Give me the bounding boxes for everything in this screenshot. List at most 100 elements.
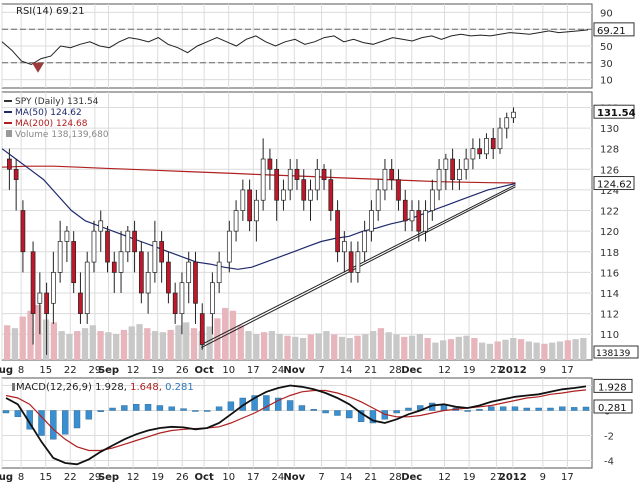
volume-badge xyxy=(593,345,639,359)
macd-tick-label: -2 xyxy=(604,432,614,443)
candle xyxy=(210,282,215,314)
x-tick-label: 21 xyxy=(364,472,377,483)
rsi-tick-label: 10 xyxy=(600,76,613,87)
volume-bar xyxy=(237,325,244,360)
macd-histogram-bar xyxy=(97,410,104,412)
x-tick-label: 12 xyxy=(438,472,451,483)
volume-bar xyxy=(517,339,525,360)
price-tick-label: 130 xyxy=(600,124,619,135)
candle xyxy=(13,168,19,180)
macd-histogram-bar xyxy=(156,405,164,411)
candle xyxy=(382,168,388,191)
macd-histogram-bar xyxy=(499,406,507,411)
candle xyxy=(64,230,70,242)
volume-bar xyxy=(260,332,268,360)
x-tick-label: 19 xyxy=(463,472,476,483)
candle xyxy=(484,138,489,155)
volume-bar xyxy=(572,339,579,360)
volume-bar xyxy=(424,338,431,360)
macd-histogram-bar xyxy=(393,410,400,414)
volume-bar xyxy=(432,342,439,360)
macd-histogram-bar xyxy=(192,410,199,412)
candle xyxy=(429,189,435,211)
volume-bar xyxy=(533,342,540,360)
volume-bar xyxy=(268,331,276,360)
price-tick-label: 110 xyxy=(600,330,619,341)
rsi-line xyxy=(1,29,589,66)
rsi-value-label: 69.21 xyxy=(597,26,626,37)
candle xyxy=(105,230,110,263)
macd-histogram-bar xyxy=(14,410,22,417)
volume-bar xyxy=(35,305,42,360)
candle xyxy=(71,241,77,284)
candle xyxy=(84,261,90,314)
volume-bar xyxy=(471,338,478,360)
candle xyxy=(470,148,476,160)
volume-bar xyxy=(307,334,314,360)
volume-bar xyxy=(354,335,361,360)
candle xyxy=(152,241,158,273)
macd-histogram-bar xyxy=(144,404,152,411)
x-tick-label: 22 xyxy=(64,365,77,376)
price-legend-item: SPY (Daily) 131.54 xyxy=(15,97,99,107)
price-tick-label: 126 xyxy=(600,165,619,176)
candle xyxy=(281,189,286,201)
candle xyxy=(348,251,354,273)
x-tick-label: Dec xyxy=(401,472,422,483)
x-tick-label: 24 xyxy=(272,365,285,376)
x-tick-label: 7 xyxy=(318,472,324,483)
macd-histogram-bar xyxy=(322,410,329,414)
x-tick-label: 19 xyxy=(151,472,164,483)
candle xyxy=(328,179,334,211)
volume-bar xyxy=(525,341,532,360)
volume-value-label: 138139 xyxy=(596,349,631,359)
macd-histogram-bar xyxy=(570,407,578,411)
macd-histogram-bar xyxy=(85,410,93,420)
candle xyxy=(375,189,381,211)
x-tick-label: Nov xyxy=(283,365,305,376)
candle xyxy=(287,168,293,191)
macd-histogram-bar xyxy=(227,401,235,411)
volume-bar xyxy=(19,316,26,360)
macd-histogram-bar xyxy=(405,407,412,411)
macd-line xyxy=(5,384,587,466)
x-tick-label: 19 xyxy=(151,365,164,376)
volume-bar xyxy=(494,341,501,360)
volume-bar xyxy=(502,339,509,360)
volume-bar xyxy=(440,340,447,360)
price-legend-item: MA(200) 124.68 xyxy=(15,119,88,129)
x-tick-label: 17 xyxy=(247,365,260,376)
macd-badge xyxy=(593,378,633,393)
volume-bar xyxy=(66,333,73,360)
volume-bar xyxy=(369,331,377,360)
volume-bar xyxy=(253,333,260,360)
price-tick-label: 124 xyxy=(600,186,619,197)
x-tick-label: Sep xyxy=(98,365,119,376)
volume-bar xyxy=(11,328,19,360)
candle xyxy=(490,138,496,150)
x-tick-label: 12 xyxy=(438,365,451,376)
volume-bar xyxy=(167,329,174,360)
macd-histogram-bar xyxy=(168,406,175,411)
candle xyxy=(247,189,252,222)
x-tick-label: Aug xyxy=(0,365,13,376)
x-tick-label: 21 xyxy=(364,365,377,376)
x-tick-label: 19 xyxy=(463,365,476,376)
candle xyxy=(125,230,131,253)
macd-histogram-bar xyxy=(50,410,57,440)
candle xyxy=(145,272,151,294)
histogram-value-label: 0.281 xyxy=(598,403,627,414)
x-tick-label: 29 xyxy=(89,472,102,483)
candle xyxy=(341,241,347,253)
macd-histogram-bar xyxy=(488,406,495,411)
volume-bar xyxy=(42,319,50,360)
macd-histogram-bar xyxy=(582,406,590,411)
volume-bar xyxy=(245,331,252,360)
volume-bar xyxy=(4,325,11,360)
volume-bar xyxy=(144,328,151,360)
candle xyxy=(226,230,232,263)
histogram-badge xyxy=(593,399,633,414)
volume-bar xyxy=(81,328,89,360)
